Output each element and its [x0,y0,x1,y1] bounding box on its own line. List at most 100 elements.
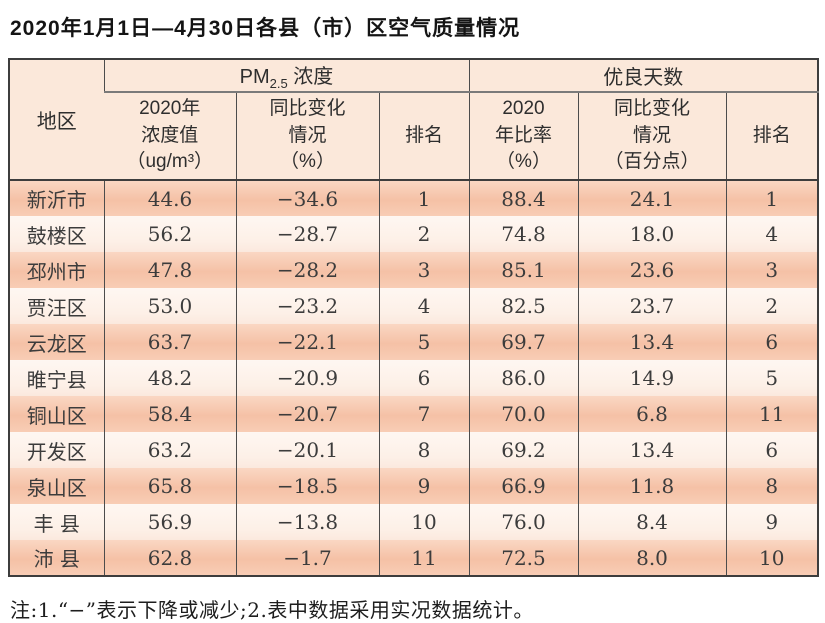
pm-value-cell: 56.9 [103,504,236,540]
pm-value-cell: 56.2 [103,216,236,252]
footnote: 注:1.“−”表示下降或减少;2.表中数据采用实况数据统计。 [10,598,534,622]
pm-rank-cell: 6 [378,360,469,396]
region-cell: 泉山区 [9,468,104,504]
good-ratio-cell: 86.0 [468,360,578,396]
pm-change-cell: −20.7 [235,396,379,432]
good-change-cell: 23.7 [577,288,726,324]
good-change-cell: 24.1 [577,180,726,216]
region-cell: 新沂市 [9,180,104,216]
pm-rank-cell: 2 [378,216,469,252]
region-cell: 沛 县 [9,540,104,576]
sub-header-row: 2020年 浓度值 （ug/m³） 同比变化 情况 （%） 排名 2020 年比… [9,92,819,181]
good-ratio-cell: 72.5 [468,540,578,576]
region-cell: 贾汪区 [9,288,104,324]
good-change-cell: 18.0 [577,216,726,252]
good-ratio-cell: 88.4 [468,180,578,216]
good-rank-cell: 6 [725,324,819,360]
region-cell: 丰 县 [9,504,104,540]
good-change-cell: 14.9 [577,360,726,396]
good-change-cell: 11.8 [577,468,726,504]
col-header-good-rank: 排名 [725,92,819,181]
good-rank-cell: 5 [725,360,819,396]
region-cell: 开发区 [9,432,104,468]
pm-change-cell: −28.2 [235,252,379,288]
good-ratio-cell: 85.1 [468,252,578,288]
pm25-label-subscript: 2.5 [269,76,288,91]
col-header-good-change: 同比变化 情况 （百分点） [577,92,726,181]
pm25-label-prefix: PM [239,66,270,88]
table-row: 贾汪区 53.0 −23.2 4 82.5 23.7 2 [9,288,819,324]
good-change-cell: 23.6 [577,252,726,288]
table-row: 云龙区 63.7 −22.1 5 69.7 13.4 6 [9,324,819,360]
pm-change-cell: −13.8 [235,504,379,540]
good-ratio-cell: 74.8 [468,216,578,252]
pm-value-cell: 44.6 [103,180,236,216]
good-change-cell: 8.4 [577,504,726,540]
pm-rank-cell: 7 [378,396,469,432]
col-header-region: 地区 [9,59,104,181]
table-row: 鼓楼区 56.2 −28.7 2 74.8 18.0 4 [9,216,819,252]
col-header-pm-change: 同比变化 情况 （%） [235,92,379,181]
pm-change-cell: −22.1 [235,324,379,360]
col-group-good-days: 优良天数 [468,59,819,93]
pm-value-cell: 48.2 [103,360,236,396]
pm-value-cell: 58.4 [103,396,236,432]
pm-rank-cell: 8 [378,432,469,468]
table-body: 新沂市 44.6 −34.6 1 88.4 24.1 1 鼓楼区 56.2 −2… [9,180,819,576]
group-header-row: 地区 PM2.5 浓度 优良天数 [9,59,819,181]
pm-value-cell: 63.7 [103,324,236,360]
table-row: 邳州市 47.8 −28.2 3 85.1 23.6 3 [9,252,819,288]
pm-value-cell: 65.8 [103,468,236,504]
col-header-pm-value: 2020年 浓度值 （ug/m³） [104,92,236,181]
good-rank-cell: 10 [725,540,819,576]
pm25-label-suffix: 浓度 [287,66,334,88]
pm-rank-cell: 1 [378,180,469,216]
good-rank-cell: 8 [725,468,819,504]
good-rank-cell: 1 [725,180,819,216]
good-change-cell: 8.0 [577,540,726,576]
table-row: 丰 县 56.9 −13.8 10 76.0 8.4 9 [9,504,819,540]
pm-change-cell: −1.7 [235,540,379,576]
good-rank-cell: 4 [725,216,819,252]
good-rank-cell: 2 [725,288,819,324]
good-rank-cell: 6 [725,432,819,468]
table-header: 地区 PM2.5 浓度 优良天数 2020年 浓度值 （ug/m³） 同比变化 … [9,59,819,181]
air-quality-table: 地区 PM2.5 浓度 优良天数 2020年 浓度值 （ug/m³） 同比变化 … [8,58,820,577]
good-ratio-cell: 76.0 [468,504,578,540]
good-ratio-cell: 66.9 [468,468,578,504]
region-cell: 云龙区 [9,324,104,360]
pm-change-cell: −20.9 [235,360,379,396]
region-cell: 鼓楼区 [9,216,104,252]
good-ratio-cell: 69.7 [468,324,578,360]
table-row: 泉山区 65.8 −18.5 9 66.9 11.8 8 [9,468,819,504]
good-rank-cell: 11 [725,396,819,432]
col-header-good-ratio: 2020 年比率 （%） [468,92,578,181]
pm-rank-cell: 11 [378,540,469,576]
pm-rank-cell: 4 [378,288,469,324]
table-row: 睢宁县 48.2 −20.9 6 86.0 14.9 5 [9,360,819,396]
pm-change-cell: −18.5 [235,468,379,504]
pm-change-cell: −23.2 [235,288,379,324]
pm-rank-cell: 3 [378,252,469,288]
pm-rank-cell: 9 [378,468,469,504]
pm-value-cell: 63.2 [103,432,236,468]
pm-value-cell: 47.8 [103,252,236,288]
good-rank-cell: 3 [725,252,819,288]
good-change-cell: 13.4 [577,432,726,468]
pm-rank-cell: 10 [378,504,469,540]
col-header-pm-rank: 排名 [378,92,469,181]
col-group-pm25: PM2.5 浓度 [103,59,469,93]
good-change-cell: 6.8 [577,396,726,432]
good-ratio-cell: 82.5 [468,288,578,324]
good-ratio-cell: 69.2 [468,432,578,468]
good-change-cell: 13.4 [577,324,726,360]
good-rank-cell: 9 [725,504,819,540]
region-cell: 铜山区 [9,396,104,432]
table-row: 开发区 63.2 −20.1 8 69.2 13.4 6 [9,432,819,468]
region-cell: 邳州市 [9,252,104,288]
pm-rank-cell: 5 [378,324,469,360]
pm-change-cell: −28.7 [235,216,379,252]
page-title: 2020年1月1日—4月30日各县（市）区空气质量情况 [10,17,521,40]
pm-change-cell: −20.1 [235,432,379,468]
